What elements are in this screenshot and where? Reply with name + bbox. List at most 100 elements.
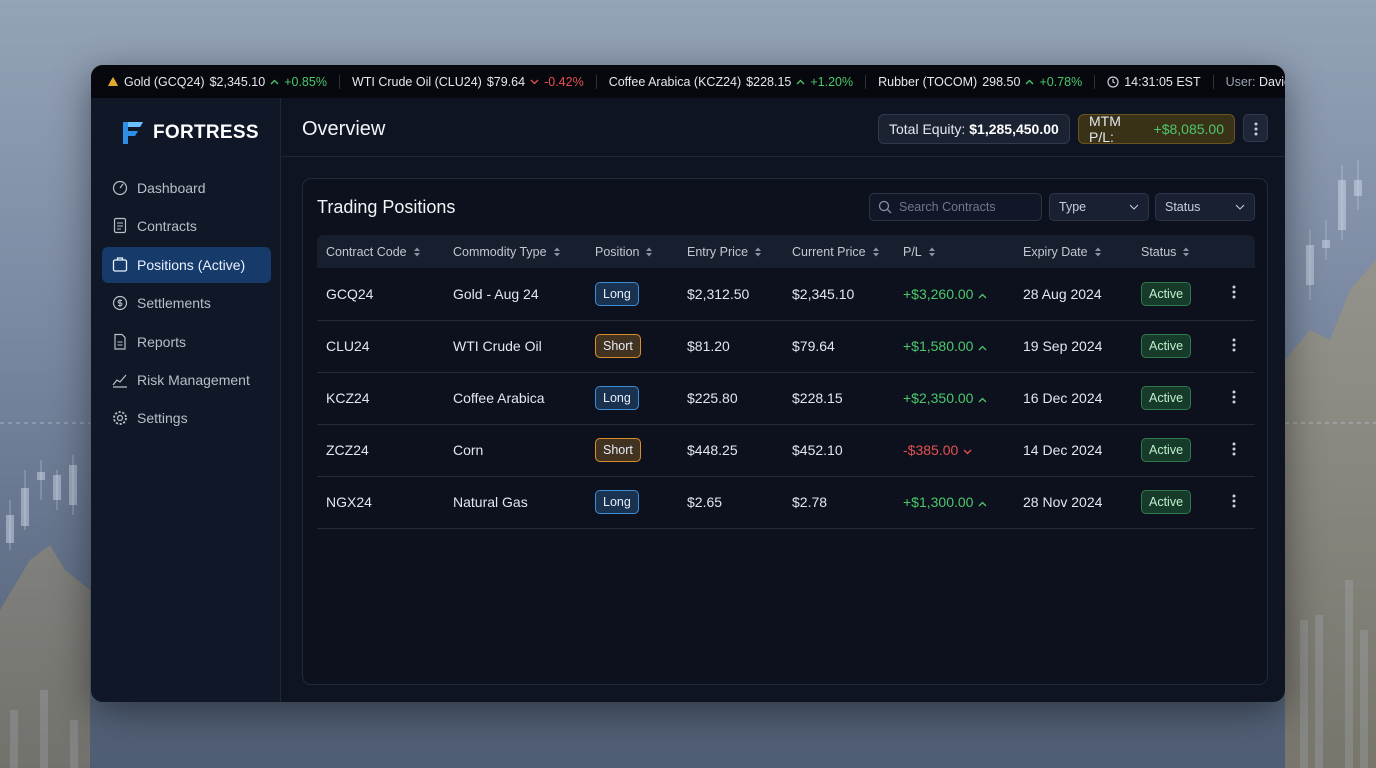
cell: Active — [1132, 372, 1211, 425]
trend-icon — [530, 79, 539, 84]
ticker-bar: Gold (GCQ24) $2,345.10 +0.85% WTI Crude Oil… — [91, 65, 1285, 98]
nav-icon — [113, 218, 127, 234]
contract-code: ZCZ24 — [326, 442, 369, 458]
brand[interactable]: FORTRESS — [121, 120, 259, 146]
status-filter[interactable]: Status — [1155, 193, 1255, 221]
cell: 14 Dec 2024 — [1014, 424, 1132, 477]
row-menu[interactable] — [1211, 372, 1255, 425]
search-box[interactable]: Search Contracts — [869, 193, 1042, 221]
cell: KCZ24 — [317, 372, 444, 425]
row-menu[interactable] — [1211, 476, 1255, 529]
ticker-item: Gold (GCQ24) $2,345.10 +0.85% — [107, 74, 340, 89]
column-label: Contract Code — [326, 244, 407, 259]
equity-label: Total Equity: — [889, 121, 966, 137]
cell: $2,312.50 — [678, 268, 783, 321]
current-price: $228.15 — [792, 390, 843, 406]
cell: Short — [586, 320, 678, 373]
trend-icon — [979, 501, 987, 507]
column-header[interactable]: Commodity Type — [444, 235, 586, 268]
column-header[interactable]: Current Price — [783, 235, 894, 268]
nav-item[interactable]: Reports — [102, 324, 271, 360]
cell: $228.15 — [783, 372, 894, 425]
nav-item[interactable]: Settings — [102, 400, 271, 436]
sort-icon — [872, 247, 879, 257]
clock: 14:31:05 EST — [1107, 74, 1214, 89]
table-row[interactable]: KCZ24 Coffee Arabica Long $225.80 $228.1… — [317, 372, 1255, 425]
column-header[interactable]: Position — [586, 235, 678, 268]
pl-value: +$2,350.00 — [903, 390, 974, 406]
cell: WTI Crude Oil — [444, 320, 586, 373]
ticker-name: Rubber (TOCOM) — [878, 74, 978, 89]
cell: Gold - Aug 24 — [444, 268, 586, 321]
logo — [123, 122, 143, 144]
column-label: P/L — [903, 244, 922, 259]
chevron — [1129, 204, 1139, 210]
ticker-change: +1.20% — [810, 74, 854, 89]
row-menu[interactable] — [1211, 424, 1255, 477]
column-header — [1211, 235, 1255, 268]
column-header[interactable]: Status — [1132, 235, 1211, 268]
panel-title: Trading Positions — [317, 197, 456, 217]
column-header[interactable]: P/L — [894, 235, 1014, 268]
nav-icon — [112, 374, 127, 388]
nav-item[interactable]: Risk Management — [102, 362, 271, 398]
sort-icon — [928, 247, 935, 257]
cell: Natural Gas — [444, 476, 586, 529]
column-label: Entry Price — [687, 244, 749, 259]
nav-item[interactable]: Dashboard — [102, 170, 271, 206]
status-badge: Active — [1141, 438, 1192, 462]
table-row[interactable]: NGX24 Natural Gas Long $2.65 $2.78 +$1,3… — [317, 476, 1255, 529]
cell: $81.20 — [678, 320, 783, 373]
ticker-change: -0.42% — [544, 74, 584, 89]
type-filter[interactable]: Type — [1049, 193, 1149, 221]
column-label: Position — [595, 244, 640, 259]
pl-value: -$385.00 — [903, 442, 959, 458]
ticker-change: +0.78% — [1039, 74, 1083, 89]
cell: Short — [586, 424, 678, 477]
nav-item[interactable]: Settlements — [102, 285, 271, 321]
cell: CLU24 — [317, 320, 444, 373]
contract-code: GCQ24 — [326, 285, 374, 302]
user-label: User: — [1225, 74, 1256, 89]
cell: +$2,350.00 — [894, 372, 1014, 425]
commodity: Gold - Aug 24 — [453, 285, 539, 302]
nav-item[interactable]: Positions (Active) — [102, 246, 271, 283]
table-row[interactable]: CLU24 WTI Crude Oil Short $81.20 $79.64 … — [317, 320, 1255, 373]
user[interactable]: User: David Chen — [1226, 75, 1285, 89]
cell: $225.80 — [678, 372, 783, 425]
column-header[interactable]: Contract Code — [317, 235, 444, 268]
nav-icon — [112, 180, 128, 196]
sort-icon — [553, 247, 560, 257]
column-label: Status — [1141, 244, 1177, 259]
cell: $452.10 — [783, 424, 894, 477]
cell: Active — [1132, 424, 1211, 477]
brand-name: FORTRESS — [153, 122, 259, 143]
trend-icon — [1025, 79, 1034, 84]
row-menu[interactable] — [1211, 320, 1255, 373]
cell: -$385.00 — [894, 424, 1014, 477]
commodity: Coffee Arabica — [453, 390, 545, 406]
menu-icon — [1232, 285, 1236, 299]
search-placeholder: Search Contracts — [899, 200, 996, 214]
app-window: Gold (GCQ24) $2,345.10 +0.85% WTI Crude Oil… — [91, 65, 1285, 702]
table-row[interactable]: GCQ24 Gold - Aug 24 Long $2,312.50 $2,34… — [317, 268, 1255, 321]
row-menu[interactable] — [1211, 268, 1255, 321]
column-header[interactable]: Entry Price — [678, 235, 783, 268]
ticker-price: 298.50 — [982, 74, 1021, 89]
nav-label: Risk Management — [137, 372, 250, 388]
table-row[interactable]: ZCZ24 Corn Short $448.25 $452.10 -$385.0… — [317, 424, 1255, 477]
menu-icon — [1232, 494, 1236, 507]
cell: Long — [586, 268, 678, 321]
expiry-date: 19 Sep 2024 — [1023, 338, 1103, 354]
nav-item[interactable]: Contracts — [102, 208, 271, 244]
header-menu[interactable] — [1243, 114, 1268, 142]
status-badge: Active — [1141, 490, 1192, 514]
cell: $448.25 — [678, 424, 783, 477]
cell: $2,345.10 — [783, 268, 894, 321]
equity-pill: Total Equity: $1,285,450.00 — [878, 114, 1070, 144]
position-badge: Short — [595, 438, 641, 462]
cell: GCQ24 — [317, 268, 444, 321]
cell: Active — [1132, 320, 1211, 373]
column-header[interactable]: Expiry Date — [1014, 235, 1132, 268]
table-header: Contract Code Commodity Type Position Entry… — [317, 235, 1255, 268]
